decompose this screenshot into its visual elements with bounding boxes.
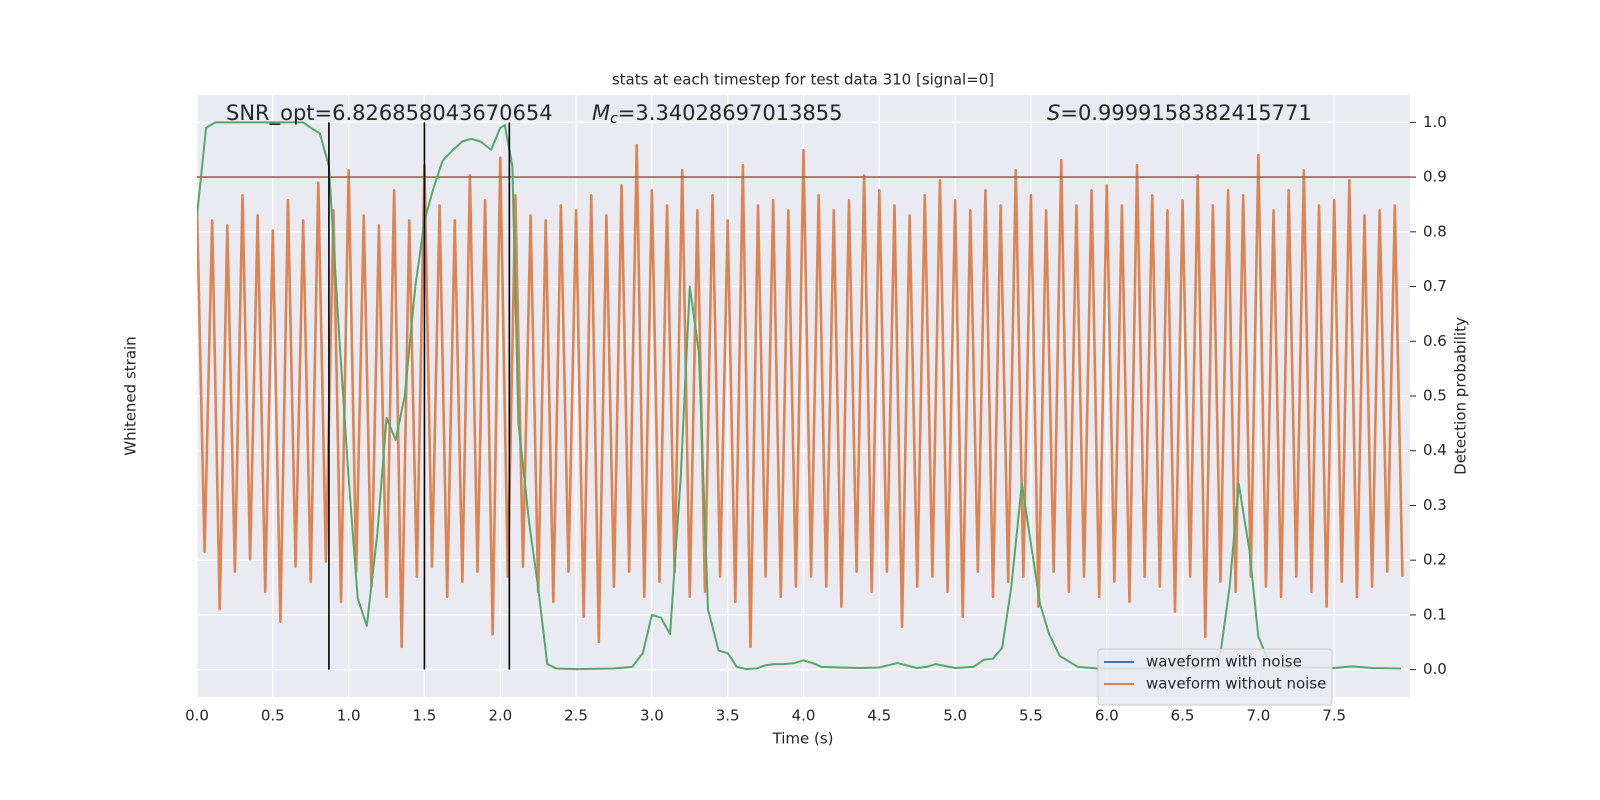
marks	[197, 121, 1410, 671]
y2-tick-label: 0.2	[1423, 551, 1447, 569]
y2-tick-label: 0.6	[1423, 332, 1447, 350]
x-tick-label: 5.0	[943, 707, 967, 725]
y2-tick-label: 1.0	[1423, 113, 1447, 131]
y2-axis-label: Detection probability	[1452, 317, 1470, 475]
s-symbol: S	[1047, 101, 1060, 125]
y2-tick-label: 0.9	[1423, 168, 1447, 186]
labels: 0.0 0.5 1.0 1.5 2.0 2.5 3.0 3.5 4.0 4.5 5.0 5.5 6.0 6…	[185, 113, 1447, 725]
x-tick-label: 0.5	[261, 707, 285, 725]
y2-tick-label: 0.8	[1423, 222, 1447, 240]
s-value: =0.9999158382415771	[1060, 101, 1311, 125]
mc-subscript: c	[610, 111, 618, 127]
y2-tick-label: 0.4	[1423, 441, 1447, 459]
x-tick-label: 3.5	[716, 707, 740, 725]
x-tick-label: 2.5	[564, 707, 588, 725]
legend-label: waveform without noise	[1146, 675, 1326, 693]
x-tick-label: 1.0	[337, 707, 361, 725]
x-tick-label: 2.0	[488, 707, 512, 725]
y2-tick-label: 0.3	[1423, 496, 1447, 514]
y2-tick-label: 0.0	[1423, 660, 1447, 678]
s-annotation: S=0.9999158382415771	[1047, 101, 1312, 125]
y2-tick-label: 0.7	[1423, 277, 1447, 295]
snr-annotation: SNR_opt=6.826858043670654	[226, 101, 553, 126]
x-tick-label: 3.0	[640, 707, 664, 725]
y2-tick-label: 0.1	[1423, 605, 1447, 623]
y2-tick-label: 0.5	[1423, 387, 1447, 405]
legend-box	[1097, 648, 1333, 706]
series-line	[197, 143, 1404, 649]
x-axis-label: Time (s)	[772, 730, 834, 748]
mc-symbol: M	[592, 101, 610, 125]
x-tick-label: 7.5	[1322, 707, 1346, 725]
chart-title: stats at each timestep for test data 310…	[612, 71, 994, 89]
y-axis-label: Whitened strain	[122, 336, 140, 455]
mc-value: =3.34028697013855	[618, 101, 843, 125]
mc-annotation: Mc=3.34028697013855	[592, 101, 843, 127]
legend: waveform with noise waveform without nois…	[1097, 648, 1333, 706]
x-tick-label: 6.0	[1095, 707, 1119, 725]
x-tick-label: 4.0	[792, 707, 816, 725]
legend-label: waveform with noise	[1146, 653, 1302, 671]
x-tick-label: 7.0	[1246, 707, 1270, 725]
x-tick-label: 1.5	[413, 707, 437, 725]
x-tick-label: 6.5	[1171, 707, 1195, 725]
x-tick-label: 0.0	[185, 707, 209, 725]
series-line	[197, 121, 1401, 671]
x-tick-label: 5.5	[1019, 707, 1043, 725]
x-tick-label: 4.5	[867, 707, 891, 725]
